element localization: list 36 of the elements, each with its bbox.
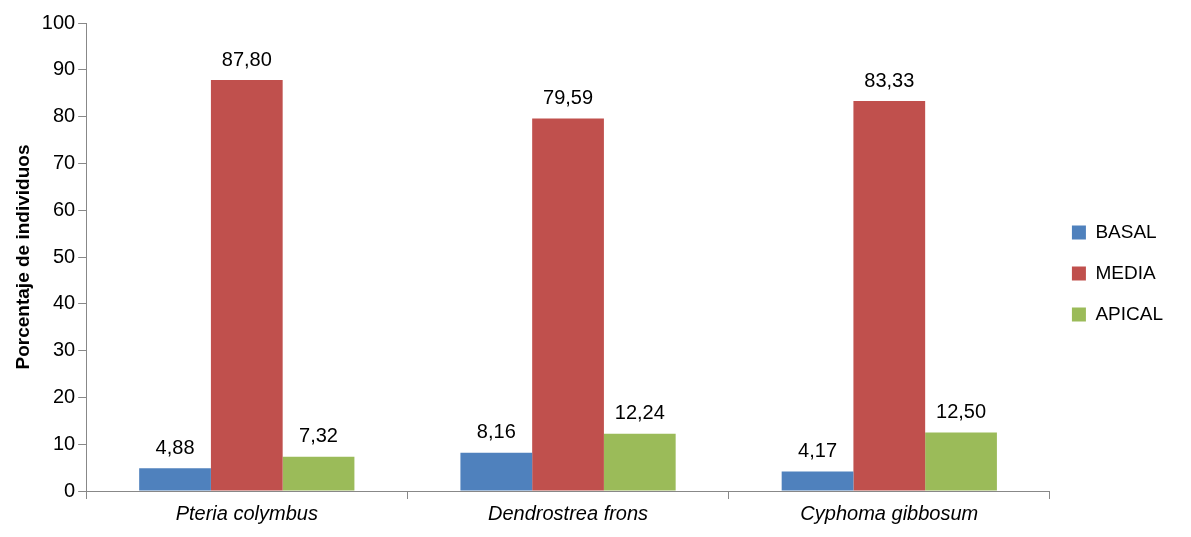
y-tick-label: 70 — [52, 150, 76, 173]
data-label: 8,16 — [476, 420, 516, 443]
y-tick-label: 80 — [52, 104, 76, 127]
y-axis-title: Porcentaje de individuos — [11, 144, 33, 370]
data-label: 12,50 — [936, 400, 987, 423]
data-label: 7,32 — [299, 424, 339, 447]
data-label: 83,33 — [864, 68, 915, 91]
x-tick-label: Cyphoma gibbosum — [800, 501, 979, 524]
x-tick-label: Dendrostrea frons — [488, 501, 649, 524]
y-tick-label: 90 — [52, 57, 76, 80]
bar — [853, 101, 926, 491]
y-tick-label: 50 — [52, 244, 76, 267]
y-tick-label: 60 — [52, 197, 76, 220]
data-label: 87,80 — [221, 47, 272, 70]
bar — [139, 468, 211, 491]
bar — [532, 118, 604, 491]
legend-label: MEDIA — [1095, 261, 1156, 283]
x-tick-label: Pteria colymbus — [175, 501, 318, 524]
data-label: 4,17 — [798, 439, 838, 461]
bar — [282, 456, 355, 491]
bar — [781, 471, 854, 491]
y-tick-label: 20 — [52, 384, 76, 407]
bar — [925, 432, 997, 491]
legend-label: APICAL — [1095, 302, 1164, 324]
y-tick-label: 0 — [64, 478, 76, 501]
data-label: 79,59 — [543, 86, 594, 109]
data-label: 4,88 — [155, 435, 195, 458]
bar — [210, 80, 283, 491]
y-tick-label: 30 — [52, 338, 76, 361]
y-tick-label: 40 — [52, 291, 76, 314]
bar — [603, 433, 676, 491]
legend-label: BASAL — [1095, 220, 1157, 242]
y-tick-label: 10 — [52, 431, 76, 454]
bar — [460, 452, 533, 491]
y-tick-label: 100 — [41, 10, 76, 33]
data-label: 12,24 — [614, 401, 665, 424]
